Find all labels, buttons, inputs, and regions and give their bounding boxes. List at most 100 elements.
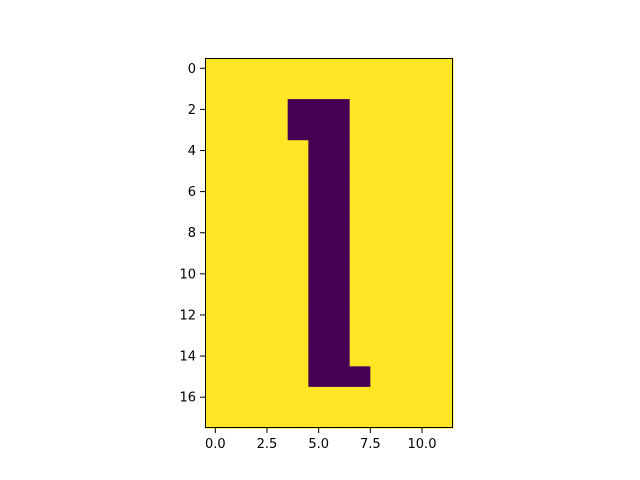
- heatmap-cell: [391, 119, 413, 141]
- heatmap-cell: [308, 304, 330, 326]
- heatmap-cell: [267, 325, 289, 347]
- heatmap-cell: [267, 78, 289, 100]
- heatmap-cell: [287, 407, 309, 429]
- heatmap-cell: [411, 325, 433, 347]
- heatmap-cell: [370, 325, 392, 347]
- heatmap-cell: [349, 366, 371, 388]
- heatmap-cell: [287, 160, 309, 182]
- heatmap-cell: [287, 386, 309, 409]
- heatmap-cell: [225, 304, 247, 326]
- heatmap-cell: [349, 284, 371, 306]
- heatmap-cell: [308, 119, 330, 141]
- x-tick-label: 7.5: [360, 437, 381, 452]
- heatmap-cell: [329, 263, 351, 285]
- heatmap-cell: [308, 325, 330, 347]
- heatmap-cell: [308, 263, 330, 285]
- heatmap-cell: [370, 263, 392, 285]
- heatmap-cell: [287, 304, 309, 326]
- heatmap-cell: [411, 78, 433, 100]
- heatmap-cell: [432, 99, 454, 121]
- heatmap-cell: [432, 407, 454, 429]
- heatmap-cell: [287, 366, 309, 388]
- heatmap-cell: [267, 263, 289, 285]
- heatmap-cell: [267, 160, 289, 182]
- heatmap-cell: [267, 58, 289, 80]
- heatmap-cell: [411, 263, 433, 285]
- heatmap-cell: [287, 78, 309, 100]
- heatmap-cell: [411, 222, 433, 244]
- heatmap-cell: [246, 263, 268, 285]
- heatmap-cell: [225, 407, 247, 429]
- heatmap-cell: [391, 181, 413, 203]
- heatmap-cell: [267, 386, 289, 409]
- heatmap-cell: [225, 284, 247, 306]
- heatmap-cell: [432, 160, 454, 182]
- heatmap-cell: [329, 201, 351, 224]
- heatmap-cell: [246, 407, 268, 429]
- heatmap-cell: [246, 119, 268, 141]
- heatmap-cell: [205, 407, 227, 429]
- heatmap-cell: [432, 366, 454, 388]
- heatmap-cell: [370, 160, 392, 182]
- heatmap-cell: [225, 345, 247, 367]
- heatmap-cell: [308, 222, 330, 244]
- heatmap-cell: [349, 181, 371, 203]
- heatmap-cell: [432, 78, 454, 100]
- heatmap-cell: [205, 99, 227, 121]
- heatmap-cell: [432, 284, 454, 306]
- heatmap-cell: [391, 386, 413, 409]
- heatmap-cell: [329, 140, 351, 162]
- y-tick-label: 10: [179, 267, 196, 282]
- heatmap-cell: [391, 325, 413, 347]
- heatmap-cell: [370, 58, 392, 80]
- heatmap-cell: [329, 160, 351, 182]
- heatmap-cell: [287, 243, 309, 265]
- heatmap-cell: [391, 201, 413, 224]
- heatmap-cell: [432, 119, 454, 141]
- heatmap-cell: [205, 243, 227, 265]
- heatmap-cell: [411, 284, 433, 306]
- heatmap-cell: [246, 366, 268, 388]
- heatmap-cell: [329, 181, 351, 203]
- x-tick-label: 0.0: [205, 437, 226, 452]
- heatmap-cell: [329, 325, 351, 347]
- heatmap-cell: [205, 263, 227, 285]
- heatmap-cell: [411, 58, 433, 80]
- heatmap-cell: [411, 181, 433, 203]
- heatmap-cell: [205, 284, 227, 306]
- heatmap-cell: [308, 366, 330, 388]
- heatmap-cell: [432, 263, 454, 285]
- heatmap-cell: [329, 304, 351, 326]
- heatmap-cell: [349, 119, 371, 141]
- heatmap-cell: [391, 304, 413, 326]
- heatmap-cell: [267, 181, 289, 203]
- heatmap-cell: [391, 140, 413, 162]
- heatmap-cell: [246, 140, 268, 162]
- heatmap-cell: [205, 345, 227, 367]
- heatmap-cell: [329, 366, 351, 388]
- heatmap-cell: [205, 181, 227, 203]
- heatmap-cell: [225, 119, 247, 141]
- heatmap-cell: [267, 304, 289, 326]
- heatmap-cell: [205, 119, 227, 141]
- heatmap-cell: [370, 386, 392, 409]
- heatmap-cell: [391, 366, 413, 388]
- heatmap-cell: [349, 325, 371, 347]
- heatmap-cell: [329, 78, 351, 100]
- heatmap-cell: [246, 78, 268, 100]
- heatmap-cell: [308, 345, 330, 367]
- heatmap-cell: [308, 181, 330, 203]
- heatmap-cell: [329, 58, 351, 80]
- heatmap-cell: [411, 304, 433, 326]
- heatmap-cell: [411, 201, 433, 224]
- y-tick-label: 2: [188, 103, 196, 118]
- heatmap-cell: [246, 222, 268, 244]
- heatmap-cell: [432, 386, 454, 409]
- heatmap-cell: [225, 386, 247, 409]
- heatmap-cell: [329, 345, 351, 367]
- heatmap-cell: [246, 284, 268, 306]
- heatmap-cell: [391, 160, 413, 182]
- heatmap-cell: [391, 407, 413, 429]
- heatmap-cell: [205, 140, 227, 162]
